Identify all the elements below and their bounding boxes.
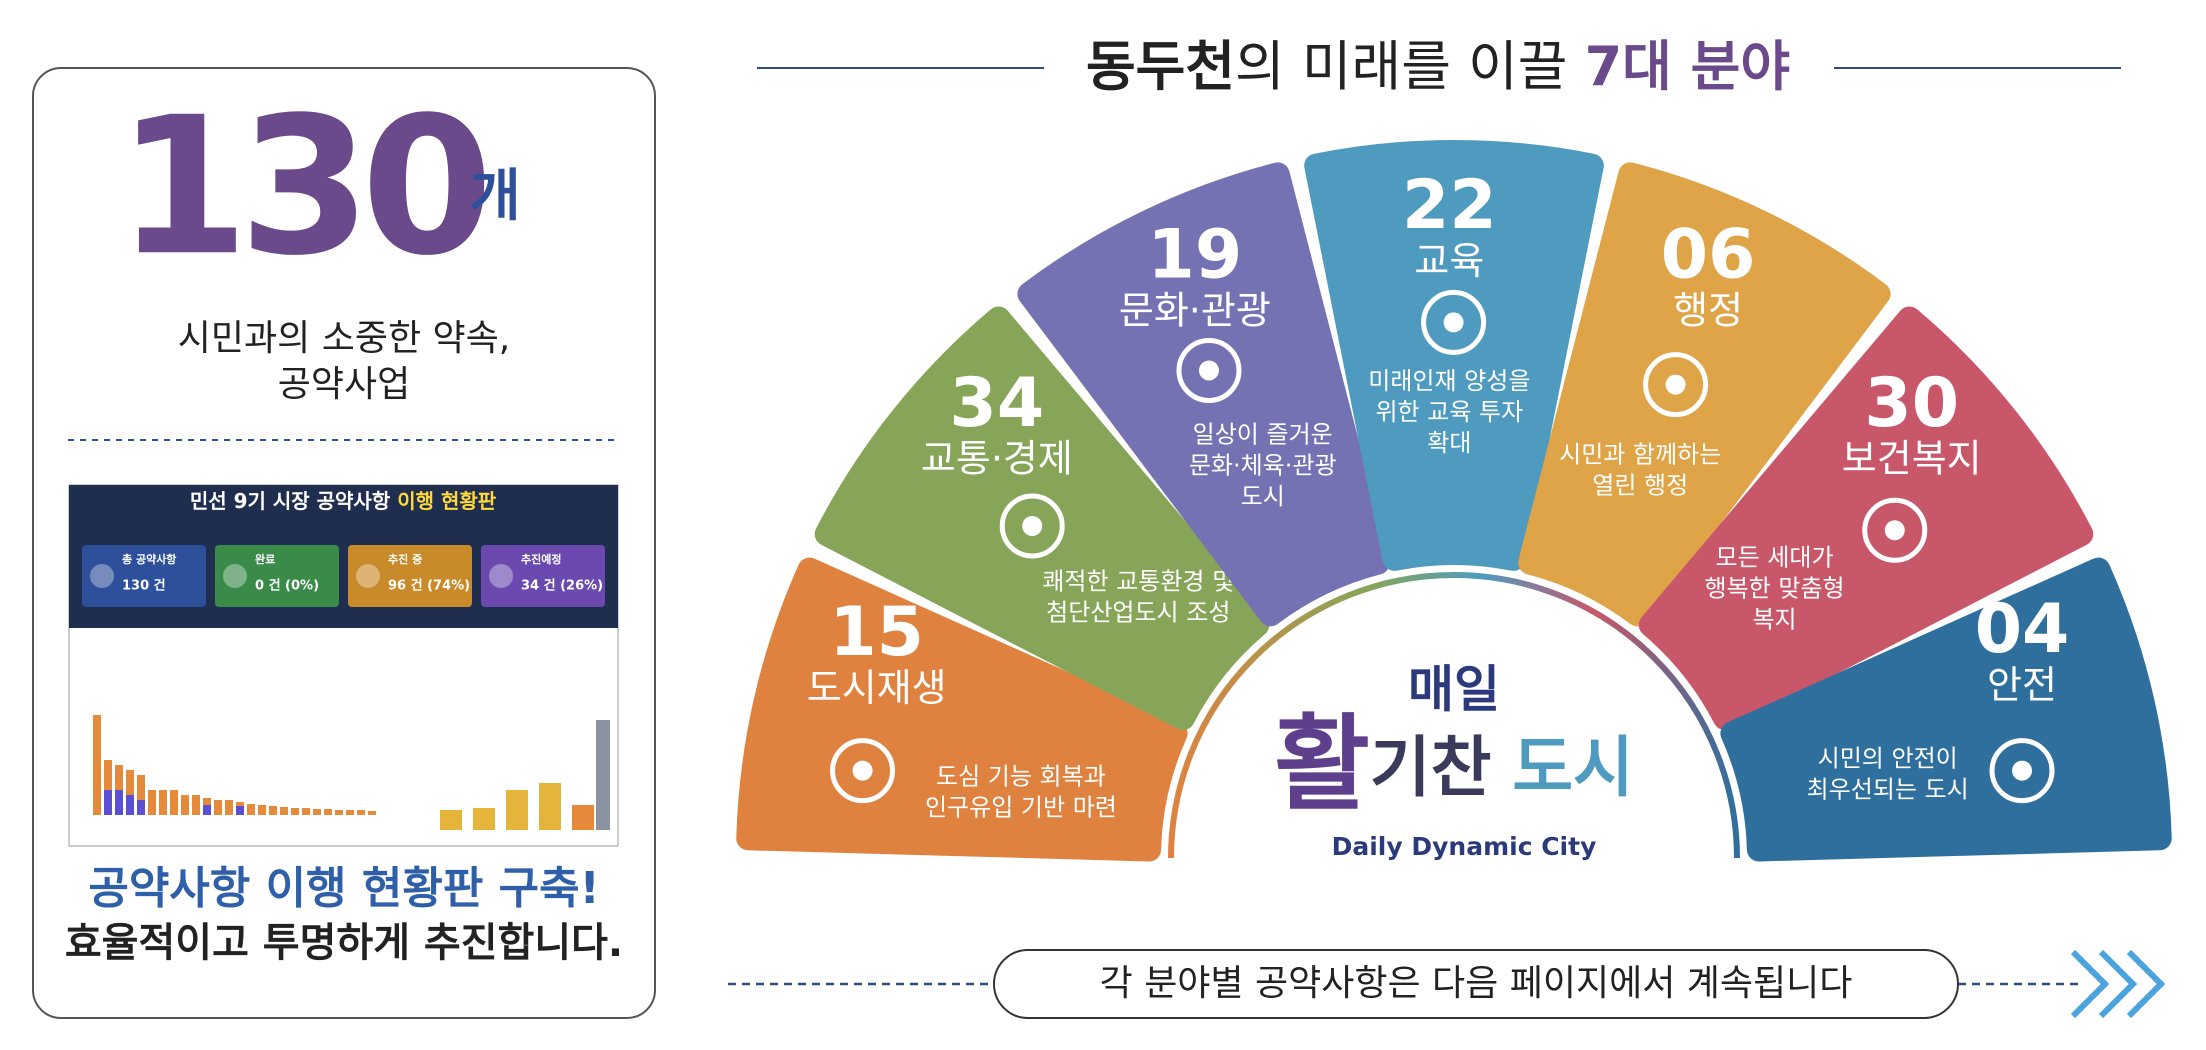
sector-number: 15 — [829, 593, 924, 672]
thumb-card-label: 완료 — [255, 553, 275, 566]
sector-description: 일상이 즐거운 — [1193, 421, 1333, 449]
sector-number: 34 — [950, 364, 1045, 443]
sector-icon — [830, 738, 896, 804]
thumb-card-label: 추진예정 — [521, 552, 561, 566]
sector-number: 30 — [1864, 364, 1959, 443]
sector-description: 도심 기능 회복과 — [936, 763, 1106, 791]
sector-number: 04 — [1975, 590, 2070, 669]
sector-icon — [852, 760, 873, 781]
thumb-card — [215, 545, 339, 607]
thumb-card-label: 추진 중 — [388, 552, 422, 566]
subtitle: 공약사업 — [278, 364, 410, 405]
unit: 개 — [469, 164, 521, 229]
sector-icon — [1176, 337, 1242, 403]
thumb-card — [348, 545, 472, 607]
sector-icon — [1198, 360, 1219, 381]
sector-description: 열린 행정 — [1592, 471, 1688, 499]
sector-description: 쾌적한 교통환경 및 — [1042, 568, 1234, 596]
sector-name: 보건복지 — [1842, 437, 1982, 481]
thumb-card-value: 96 건 (74%) — [388, 578, 470, 594]
thumb-card-icon — [489, 564, 513, 588]
center-english: Daily Dynamic City — [1332, 832, 1597, 861]
center-slogan: 활기찬 도시 — [1274, 703, 1634, 825]
sector-name: 행정 — [1673, 288, 1743, 332]
sector-icon — [2012, 760, 2033, 781]
thumb-card-value: 0 건 (0%) — [255, 578, 319, 594]
headline: 공약사항 이행 현황판 구축! — [88, 863, 599, 914]
title: 동두천의 미래를 이끌 7대 분야 — [1086, 35, 1790, 98]
sector-description: 복지 — [1752, 606, 1796, 634]
sector-number: 22 — [1402, 166, 1497, 245]
dashboard-thumbnail: 민선 9기 시장 공약사항 이행 현황판 총 공약사항 130 건 완료 0 건 (0… — [68, 484, 619, 847]
sector-icon — [1884, 520, 1905, 541]
sector-description: 확대 — [1427, 429, 1471, 457]
center-arc — [1168, 572, 1740, 859]
thumb-card — [481, 545, 605, 607]
thumb-card-value: 34 건 (26%) — [521, 578, 603, 594]
thumb-card — [82, 545, 206, 607]
center-top: 매일 — [1408, 661, 1500, 719]
footer-text: 각 분야별 공약사항은 다음 페이지에서 계속됩니다 — [1100, 963, 1853, 1004]
sector-icon — [999, 493, 1065, 559]
sector-name: 안전 — [1987, 663, 2057, 707]
thumb-title: 민선 9기 시장 공약사항 이행 현황판 — [190, 489, 497, 513]
sector-icon — [1665, 374, 1686, 395]
sector-icon — [1421, 289, 1487, 355]
thumb-card-icon — [223, 564, 247, 588]
sector-description: 행복한 맞춤형 — [1705, 575, 1845, 603]
thumb-card-label: 총 공약사항 — [122, 552, 176, 566]
tagline: 효율적이고 투명하게 추진합니다. — [65, 920, 623, 966]
sector-description: 도시 — [1241, 483, 1285, 511]
sector-name: 문화·관광 — [1119, 288, 1271, 332]
sector-name: 교통·경제 — [921, 437, 1073, 481]
sector — [736, 557, 1188, 862]
sector-description: 문화·체육·관광 — [1189, 452, 1337, 480]
footer-pill — [993, 949, 1959, 1019]
sector-icon — [1443, 312, 1464, 333]
count: 130 — [117, 76, 485, 297]
sector — [1304, 140, 1604, 571]
sector-description: 위한 교육 투자 — [1375, 398, 1523, 426]
sector-icon — [1022, 516, 1043, 537]
subtitle: 시민과의 소중한 약속, — [178, 318, 510, 359]
sector-name: 교육 — [1414, 239, 1484, 283]
sector-description: 시민의 안전이 — [1818, 744, 1958, 772]
sector-description: 시민과 함께하는 — [1559, 440, 1721, 468]
sector-number: 06 — [1661, 215, 1756, 294]
sector-description: 인구유입 기반 마련 — [925, 794, 1117, 822]
sector — [814, 306, 1270, 731]
sector-description: 모든 세대가 — [1716, 544, 1834, 572]
sector — [1017, 162, 1390, 627]
thumb-card-icon — [356, 564, 380, 588]
sector-description: 미래인재 양성을 — [1368, 367, 1530, 395]
sector-description: 첨단산업도시 조성 — [1046, 599, 1230, 627]
sector-number: 19 — [1148, 215, 1243, 294]
sector-icon — [1643, 352, 1709, 418]
sector-icon — [1989, 738, 2055, 804]
sector-name: 도시재생 — [807, 666, 947, 710]
chevrons — [2070, 949, 2166, 1019]
thumb-card-icon — [90, 564, 114, 588]
thumb-card-value: 130 건 — [122, 578, 166, 594]
sector-description: 최우선되는 도시 — [1807, 775, 1969, 803]
sector-icon — [1862, 497, 1928, 563]
